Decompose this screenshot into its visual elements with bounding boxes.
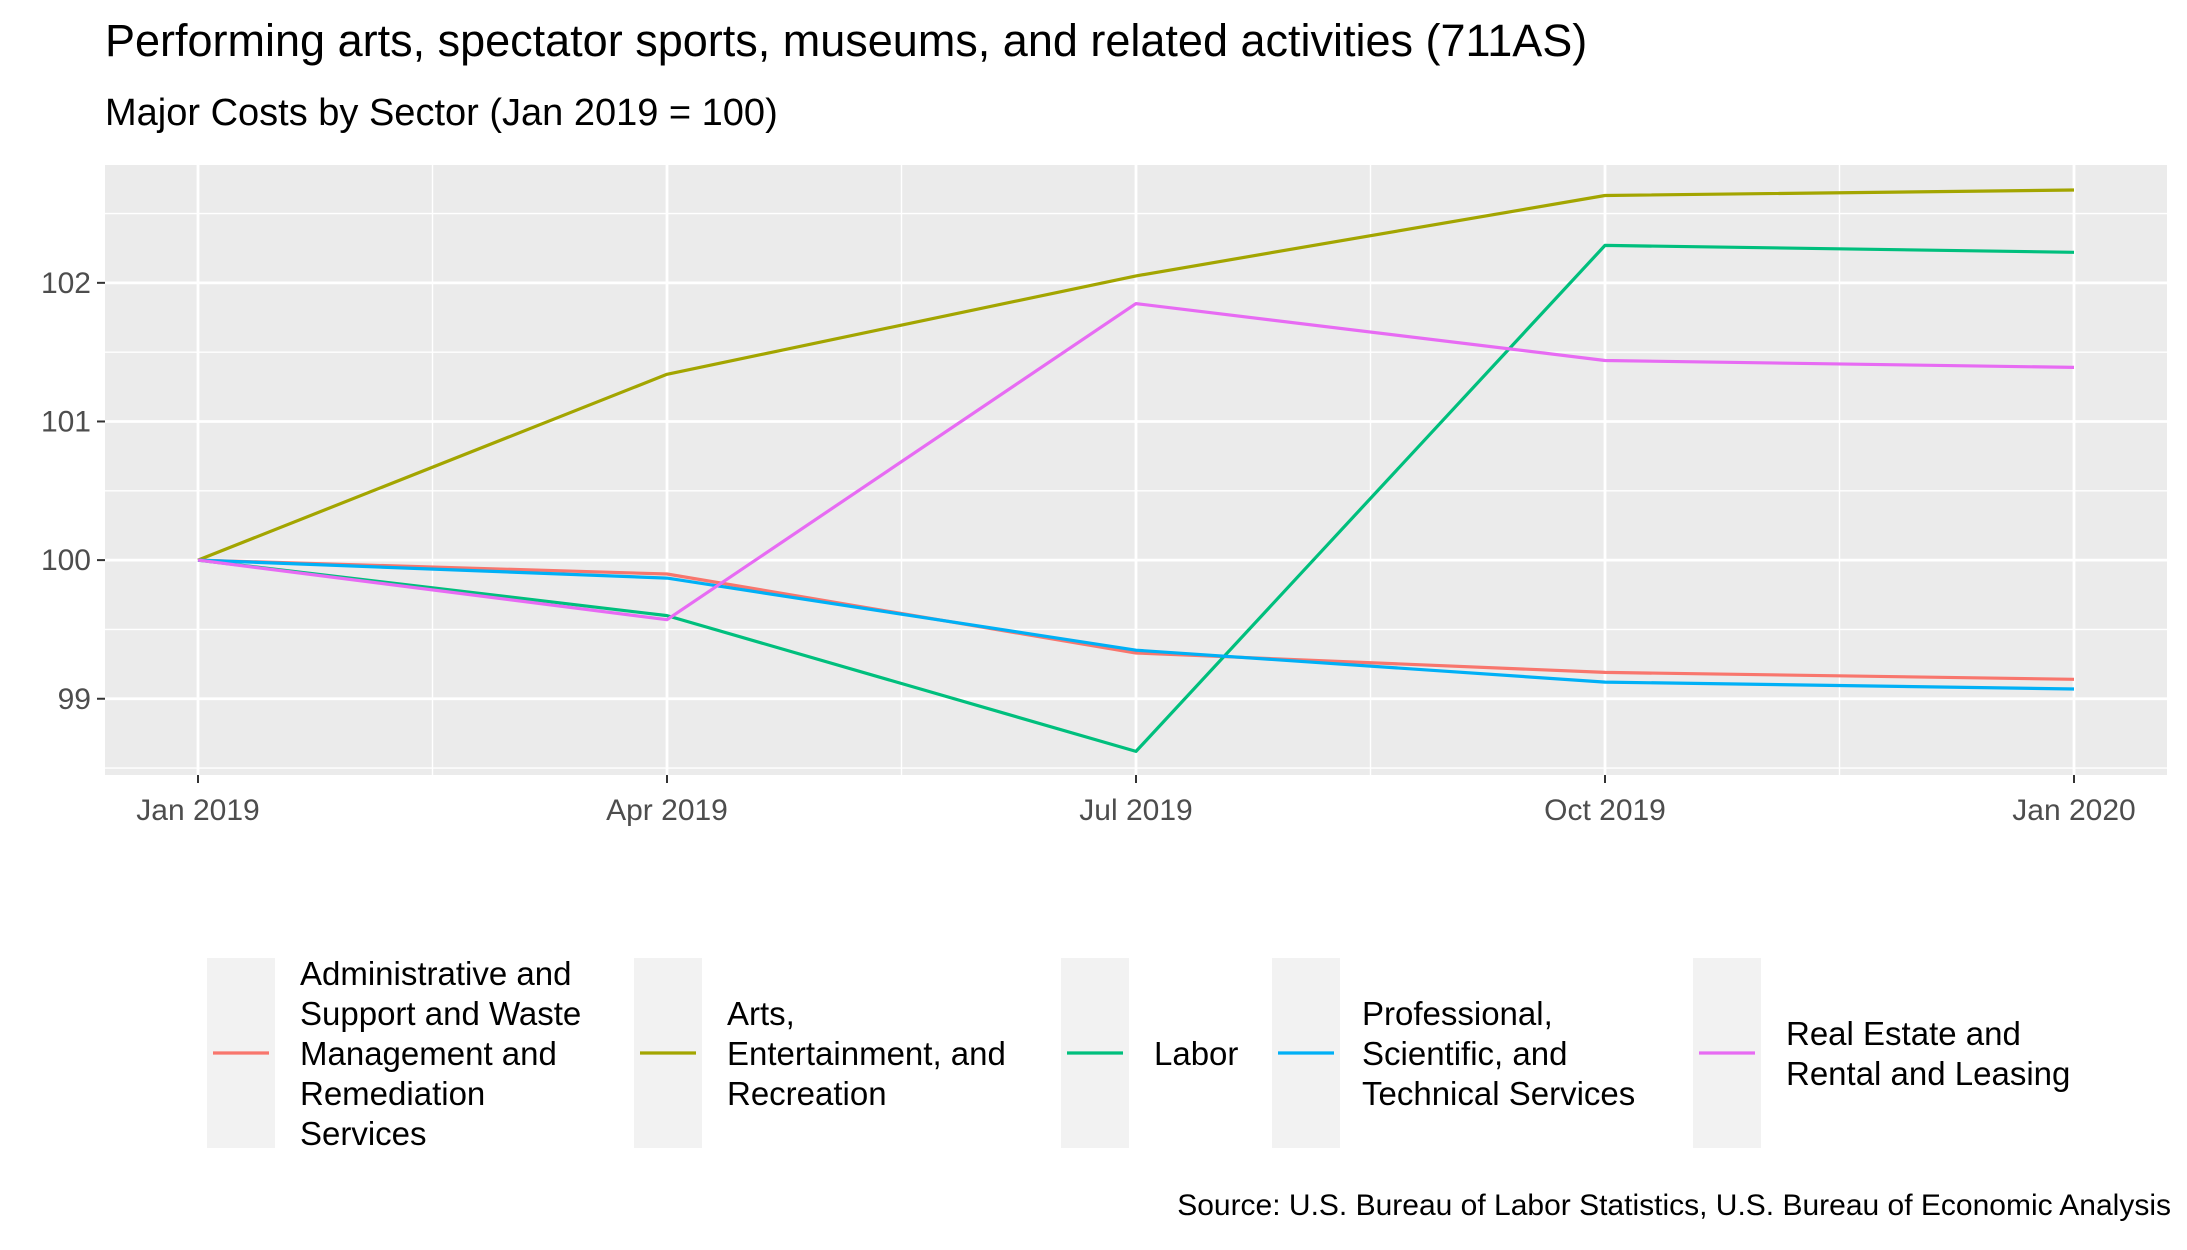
series-lines bbox=[197, 188, 2075, 754]
legend-label: Technical Services bbox=[1362, 1075, 1635, 1112]
source-caption: Source: U.S. Bureau of Labor Statistics,… bbox=[1177, 1189, 2171, 1222]
legend-label: Support and Waste bbox=[300, 995, 581, 1032]
legend-label: Recreation bbox=[727, 1075, 887, 1112]
legend-label: Entertainment, and bbox=[727, 1035, 1006, 1072]
chart-title: Performing arts, spectator sports, museu… bbox=[105, 15, 1588, 66]
legend-label: Administrative and bbox=[300, 955, 571, 992]
y-tick-label: 100 bbox=[41, 544, 91, 577]
legend-label: Real Estate and bbox=[1786, 1015, 2021, 1052]
legend-label: Professional, bbox=[1362, 995, 1553, 1032]
x-tick-label: Apr 2019 bbox=[606, 794, 728, 827]
x-tick-label: Jul 2019 bbox=[1079, 794, 1192, 827]
y-axis: 99 100 101 102 bbox=[41, 267, 105, 716]
series-line-1 bbox=[197, 558, 2075, 681]
legend-label: Scientific, and bbox=[1362, 1035, 1567, 1072]
legend-label: Labor bbox=[1154, 1035, 1238, 1072]
series-line-3 bbox=[197, 243, 2075, 754]
series-line-5 bbox=[197, 302, 2075, 622]
series-line-4 bbox=[197, 558, 2075, 691]
legend-label: Rental and Leasing bbox=[1786, 1055, 2070, 1092]
y-tick-label: 101 bbox=[41, 405, 91, 438]
chart-subtitle: Major Costs by Sector (Jan 2019 = 100) bbox=[105, 92, 778, 134]
y-tick-label: 102 bbox=[41, 267, 91, 300]
y-tick-label: 99 bbox=[58, 683, 91, 716]
x-axis: Jan 2019 Apr 2019 Jul 2019 Oct 2019 Jan 2020 bbox=[136, 775, 2136, 827]
legend-label: Arts, bbox=[727, 995, 795, 1032]
x-tick-label: Jan 2020 bbox=[2012, 794, 2135, 827]
x-tick-label: Jan 2019 bbox=[136, 794, 259, 827]
legend-label: Services bbox=[300, 1115, 427, 1152]
series-line-2 bbox=[197, 188, 2075, 562]
legend-item-3: Labor bbox=[1061, 958, 1238, 1148]
legend-label: Remediation bbox=[300, 1075, 485, 1112]
major-gridlines bbox=[105, 165, 2167, 775]
legend-label: Management and bbox=[300, 1035, 557, 1072]
x-tick-label: Oct 2019 bbox=[1544, 794, 1666, 827]
